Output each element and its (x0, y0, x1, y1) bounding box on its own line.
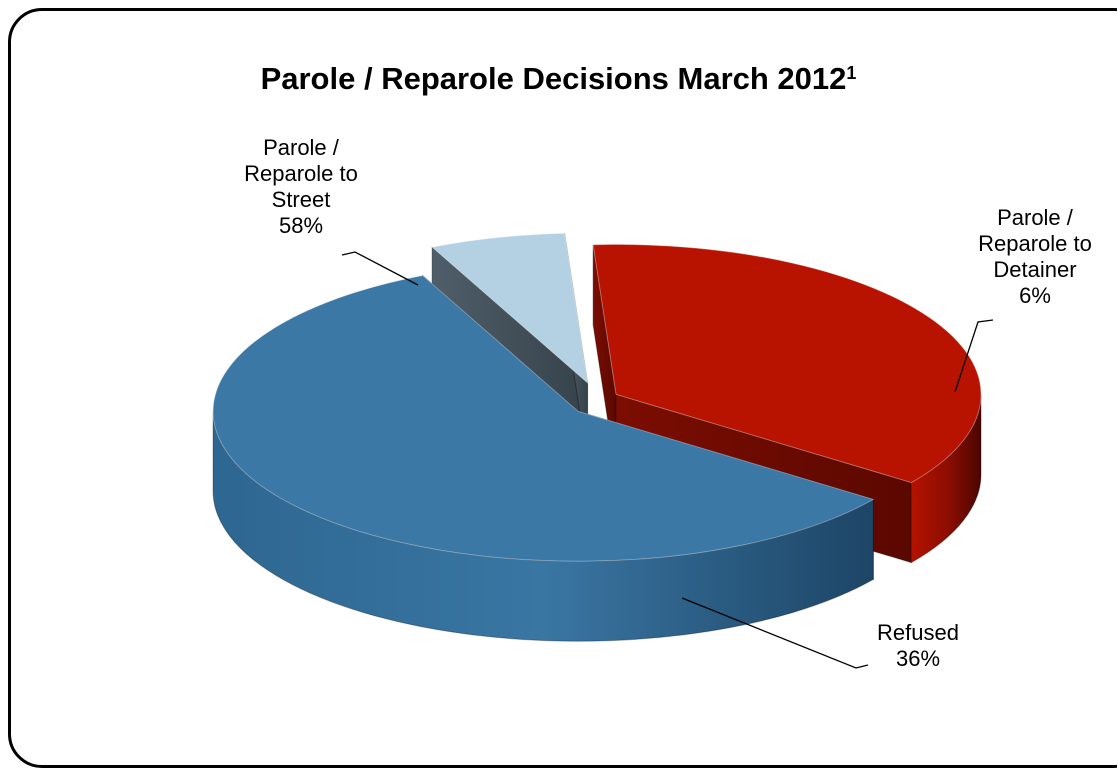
pie-slice-3-top (592, 243, 982, 484)
title-footnote-marker: 1 (846, 63, 857, 83)
pie-label-1-text: Street (272, 187, 331, 212)
pie-label-2-value: 6% (1019, 283, 1051, 308)
pie-label-3-leader (681, 597, 869, 669)
pie-label-2-leader (954, 319, 994, 393)
pie-label-3-text: Refused (877, 620, 959, 645)
pie-label-3-value: 36% (896, 646, 940, 671)
pie-label-1-leader (341, 251, 419, 286)
pie-slices (212, 232, 982, 642)
pie-label-1-text: Reparole to (244, 161, 358, 186)
pie-slice-2-top (431, 232, 589, 385)
pie-label-2-text: Reparole to (978, 231, 1092, 256)
pie-label-1-value: 58% (279, 213, 323, 238)
pie-slice-1-top (212, 274, 875, 562)
pie-label-2-text: Parole / (997, 205, 1074, 230)
pie-label-1-text: Parole / (263, 135, 340, 160)
pie-label-2-text: Detainer (993, 257, 1076, 282)
pie-slice-1 (212, 274, 875, 642)
chart-title: Parole / Reparole Decisions March 20121 (0, 61, 1117, 97)
chart-title-text: Parole / Reparole Decisions March 2012 (260, 61, 847, 96)
